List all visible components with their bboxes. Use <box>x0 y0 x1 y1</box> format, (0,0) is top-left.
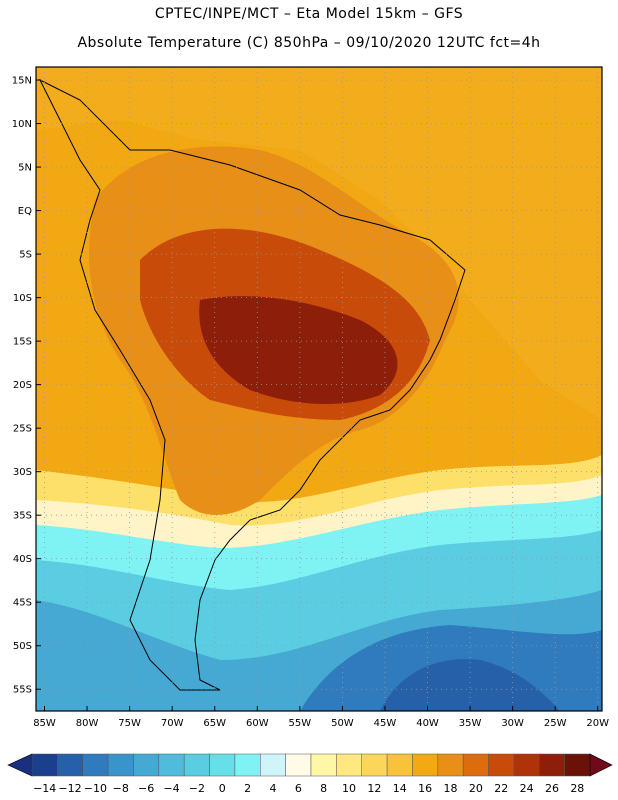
legend-swatch <box>31 753 58 777</box>
lon-label: 85W <box>33 718 56 729</box>
legend-label: 24 <box>520 782 534 795</box>
legend-swatch <box>260 753 286 777</box>
legend-swatch <box>462 753 489 777</box>
legend-label: 8 <box>320 782 327 795</box>
deepest-blue-band <box>380 659 560 711</box>
lon-label: 40W <box>416 718 439 729</box>
legend-label: −10 <box>84 782 107 795</box>
legend-labels: −14 −12 −10 −8 −6 −4 −2 0 2 4 6 8 10 12 14 16 18 20 22 24 26… <box>33 782 584 795</box>
legend-label: −4 <box>163 782 179 795</box>
legend-label: 2 <box>244 782 251 795</box>
color-legend: −14 −12 −10 −8 −6 −4 −2 0 2 4 6 8 10 12 14 16 18 20 22 24 26… <box>7 753 613 795</box>
continent-hottest <box>199 296 398 405</box>
legend-swatch <box>158 753 185 777</box>
lat-label: 45S <box>13 598 32 609</box>
lon-label: 75W <box>118 718 141 729</box>
lon-label: 55W <box>289 718 312 729</box>
legend-swatch <box>183 753 210 777</box>
north-warm-band <box>36 67 602 420</box>
legend-low-arrow <box>7 753 33 777</box>
legend-swatch <box>539 753 565 777</box>
lat-label: EQ <box>18 206 32 217</box>
lat-label: 5S <box>19 250 32 261</box>
lat-label: 35S <box>13 511 32 522</box>
legend-label: −8 <box>113 782 129 795</box>
chart-subtitle: Absolute Temperature (C) 850hPa – 09/10/… <box>77 35 541 51</box>
lon-label: 30W <box>501 718 524 729</box>
legend-label: 20 <box>469 782 483 795</box>
legend-label: 18 <box>444 782 458 795</box>
legend-swatch <box>209 753 236 777</box>
legend-swatch <box>564 753 591 777</box>
legend-label: 28 <box>570 782 584 795</box>
legend-swatch <box>82 753 109 777</box>
lat-label: 20S <box>13 380 32 391</box>
legend-label: 12 <box>367 782 381 795</box>
legend-swatch <box>336 753 362 777</box>
legend-swatch <box>310 753 337 777</box>
lon-label: 35W <box>459 718 482 729</box>
latitude-labels: 15N 10N 5N EQ 5S 10S 15S 20S 25S 30S 35S 40S 45S 50S 5… <box>12 76 32 696</box>
legend-label: 16 <box>418 782 432 795</box>
lon-label: 80W <box>76 718 99 729</box>
lat-label: 40S <box>13 554 32 565</box>
legend-swatch <box>513 753 540 777</box>
lat-label: 30S <box>13 467 32 478</box>
legend-label: 6 <box>295 782 302 795</box>
legend-label: 14 <box>393 782 407 795</box>
lon-label: 60W <box>246 718 269 729</box>
continent-outline <box>38 78 466 691</box>
legend-swatch <box>234 753 261 777</box>
legend-swatch <box>412 753 439 777</box>
longitude-labels: 85W 80W 75W 70W 65W 60W 55W 50W 45W 40W 35W 30W 25W 2… <box>33 718 609 729</box>
legend-bar <box>7 753 613 777</box>
legend-swatch <box>361 753 388 777</box>
lat-label: 25S <box>13 424 32 435</box>
legend-swatch <box>57 753 83 777</box>
lat-label: 50S <box>13 641 32 652</box>
legend-label: −6 <box>138 782 154 795</box>
legend-label: 0 <box>219 782 226 795</box>
legend-label: −2 <box>189 782 205 795</box>
map-field <box>36 67 602 711</box>
lat-label: 10N <box>12 119 32 130</box>
lon-label: 70W <box>161 718 184 729</box>
legend-swatch <box>488 753 515 777</box>
legend-swatch <box>133 753 160 777</box>
legend-label: 4 <box>269 782 276 795</box>
legend-label: −12 <box>58 782 81 795</box>
lat-label: 15S <box>13 337 32 348</box>
legend-label: 26 <box>545 782 559 795</box>
legend-swatch <box>107 753 134 777</box>
lon-label: 65W <box>203 718 226 729</box>
map-frame <box>35 66 603 712</box>
lon-label: 45W <box>374 718 397 729</box>
lat-label: 15N <box>12 76 32 87</box>
lat-label: 10S <box>13 293 32 304</box>
legend-label: 10 <box>342 782 356 795</box>
legend-swatch <box>386 753 413 777</box>
lat-lon-grid <box>36 67 602 711</box>
lat-label: 55S <box>13 685 32 696</box>
lat-label: 5N <box>18 163 32 174</box>
lon-label: 50W <box>331 718 354 729</box>
chart-title: CPTEC/INPE/MCT – Eta Model 15km – GFS <box>154 6 464 22</box>
lon-label: 20W <box>586 718 609 729</box>
lon-label: 25W <box>544 718 567 729</box>
legend-swatch <box>285 753 312 777</box>
legend-high-arrow <box>589 753 613 777</box>
legend-swatch <box>437 753 464 777</box>
legend-label: −14 <box>33 782 56 795</box>
legend-label: 22 <box>494 782 508 795</box>
